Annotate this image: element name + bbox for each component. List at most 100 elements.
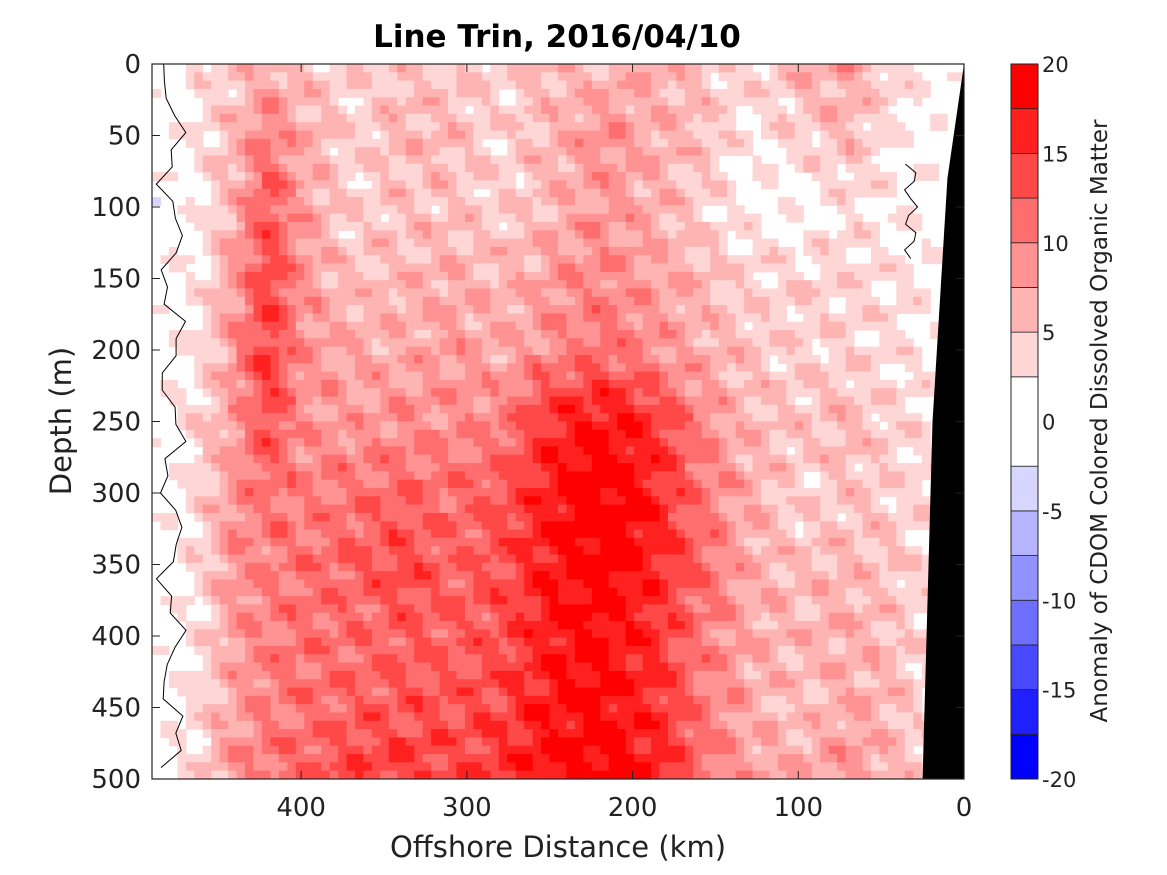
anomaly-cell [405,163,415,173]
anomaly-cell [803,130,813,140]
anomaly-cell [405,255,415,265]
anomaly-cell [414,155,424,165]
anomaly-cell [591,446,601,456]
anomaly-cell [287,263,297,273]
anomaly-cell [752,429,762,439]
anomaly-cell [828,130,838,140]
anomaly-cell [879,122,889,132]
anomaly-cell [388,280,398,290]
anomaly-cell [507,388,517,398]
anomaly-cell [261,271,272,281]
anomaly-cell [828,371,838,381]
anomaly-cell [346,238,356,248]
anomaly-cell [304,454,314,464]
anomaly-cell [363,288,373,298]
anomaly-cell [558,454,568,464]
anomaly-cell [338,263,348,273]
anomaly-cell [862,230,872,240]
anomaly-cell [422,354,432,364]
anomaly-cell [355,147,365,157]
anomaly-cell [583,221,593,231]
anomaly-cell [684,488,694,497]
anomaly-cell [617,113,627,123]
anomaly-cell [278,554,288,564]
anomaly-cell [456,246,466,256]
anomaly-cell [744,521,754,531]
anomaly-cell [558,537,568,547]
anomaly-cell [236,388,246,398]
anomaly-cell [253,205,263,215]
anomaly-cell [718,72,728,82]
anomaly-cell [194,504,204,514]
anomaly-cell [820,496,830,506]
anomaly-cell [278,230,288,240]
anomaly-cell [701,396,711,406]
anomaly-cell [710,488,720,497]
anomaly-cell [921,388,931,398]
anomaly-cell [355,413,365,423]
anomaly-cell [608,438,618,448]
anomaly-cell [667,504,678,514]
anomaly-cell [219,246,229,256]
anomaly-cell [921,512,931,522]
anomaly-cell [727,255,737,265]
anomaly-cell [464,338,475,348]
anomaly-cell [355,330,365,339]
anomaly-cell [574,529,584,539]
anomaly-cell [397,72,407,82]
anomaly-cell [786,479,796,489]
anomaly-cell [820,230,830,240]
anomaly-cell [278,521,288,531]
anomaly-cell [549,546,559,556]
anomaly-cell [532,255,542,265]
anomaly-cell [431,64,441,73]
anomaly-cell [574,321,584,331]
anomaly-cell [684,213,694,223]
anomaly-cell [574,454,584,464]
anomaly-cell [346,288,356,298]
anomaly-cell [642,122,652,132]
anomaly-cell [338,512,348,522]
anomaly-cell [270,213,280,223]
anomaly-cell [625,188,635,198]
anomaly-cell [287,122,297,132]
anomaly-cell [541,463,551,472]
anomaly-cell [456,280,466,290]
anomaly-cell [532,221,542,231]
anomaly-cell [312,537,322,547]
anomaly-cell [456,213,466,223]
anomaly-cell [329,379,339,389]
anomaly-cell [651,379,661,389]
anomaly-cell [278,255,288,265]
anomaly-cell [862,363,872,373]
anomaly-cell [329,438,339,448]
anomaly-cell [904,271,914,281]
anomaly-cell [617,413,627,423]
anomaly-cell [634,379,644,389]
anomaly-cell [414,521,424,531]
anomaly-cell [439,88,449,98]
anomaly-cell [363,188,373,198]
anomaly-cell [380,396,390,406]
anomaly-cell [710,429,720,439]
anomaly-cell [777,113,787,123]
anomaly-cell [405,438,415,448]
anomaly-cell [837,471,847,481]
anomaly-cell [693,396,703,406]
anomaly-cell [769,80,779,90]
anomaly-cell [388,404,398,414]
anomaly-cell [659,537,669,547]
anomaly-cell [346,488,356,497]
anomaly-cell [261,529,272,539]
anomaly-cell [261,221,272,231]
anomaly-cell [600,72,610,82]
anomaly-cell [261,255,272,265]
anomaly-cell [684,379,694,389]
anomaly-cell [574,371,584,381]
anomaly-cell [583,421,593,431]
anomaly-cell [617,246,627,256]
anomaly-cell [862,371,872,381]
anomaly-cell [718,271,728,281]
anomaly-cell [211,188,221,198]
anomaly-cell [464,88,475,98]
